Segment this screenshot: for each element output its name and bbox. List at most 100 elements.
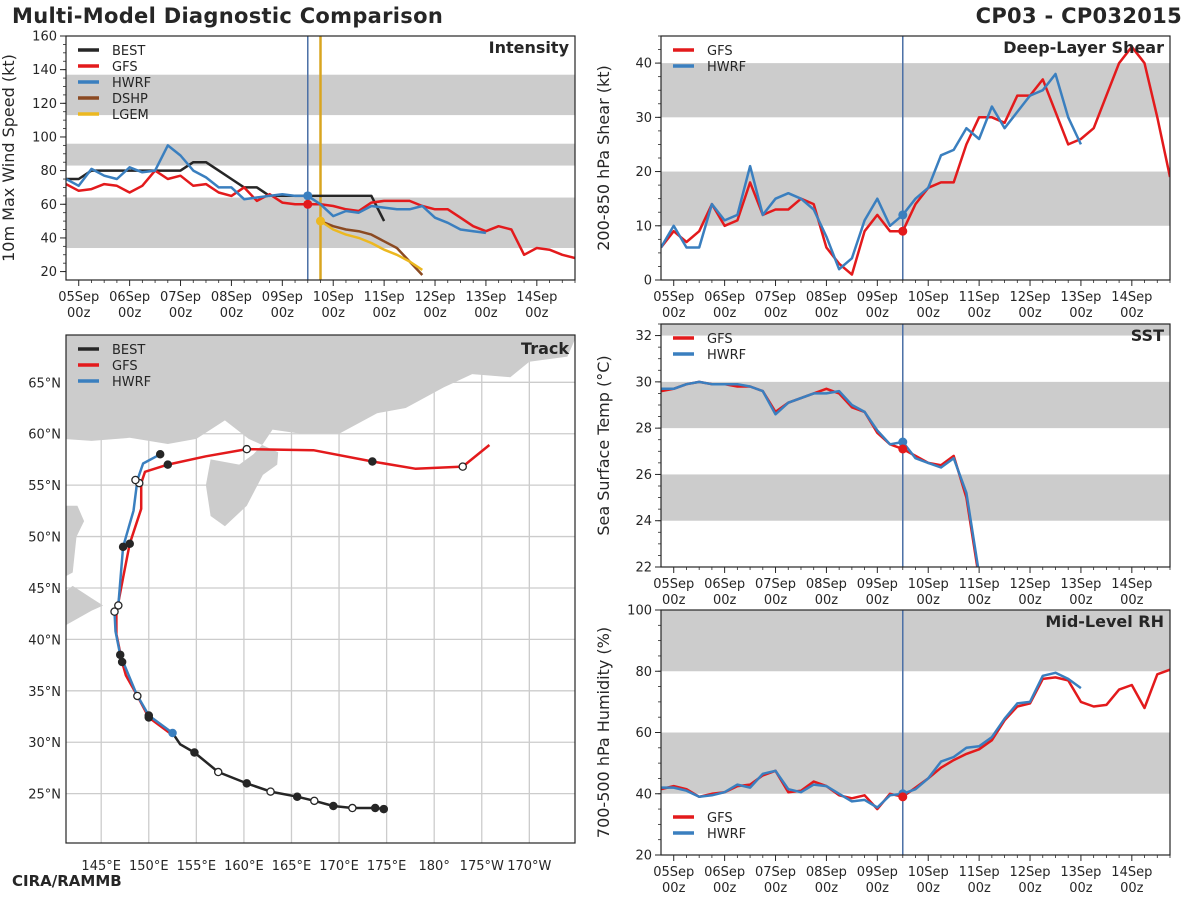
y-axis-label: 10m Max Wind Speed (kt) — [0, 54, 18, 262]
x-tick-label-date: 13Sep — [1060, 865, 1101, 880]
x-tick-label-date: 08Sep — [806, 290, 847, 305]
storm-id: CP03 - CP032015 — [975, 4, 1182, 28]
track-marker-best — [348, 803, 357, 813]
track-marker-hwrf — [155, 450, 165, 459]
x-tick-label-date: 14Sep — [1111, 865, 1152, 880]
y-tick-label: 80 — [40, 164, 57, 179]
legend-label-gfs: GFS — [707, 811, 733, 826]
figure-title: Multi-Model Diagnostic Comparison — [12, 4, 444, 28]
x-tick-label-date: 14Sep — [1111, 290, 1152, 305]
lat-tick-label: 65°N — [28, 376, 61, 391]
y-tick-label: 60 — [635, 726, 652, 741]
shaded-band — [661, 610, 1170, 672]
y-tick-label: 60 — [40, 198, 57, 213]
y-tick-label: 20 — [635, 165, 652, 180]
legend-label-hwrf: HWRF — [112, 375, 151, 390]
x-tick-label-hour: 00z — [1120, 593, 1144, 608]
map-area — [66, 335, 575, 843]
y-tick-label: 30 — [635, 111, 652, 126]
track-line-gfs — [115, 444, 491, 735]
series-group — [661, 668, 1170, 811]
series-line-best — [66, 160, 386, 222]
y-tick-label: 32 — [635, 329, 652, 344]
track-line-best — [171, 732, 384, 811]
series-line-gfs — [66, 169, 575, 260]
legend-label-hwrf: HWRF — [707, 60, 746, 75]
x-tick-label-date: 12Sep — [415, 290, 456, 305]
land-mass — [66, 505, 85, 577]
y-axis-label: 200-850 hPa Shear (kt) — [594, 65, 613, 251]
x-tick-label-date: 12Sep — [1010, 577, 1051, 592]
panel-title: Intensity — [489, 38, 570, 57]
x-tick-label-date: 06Sep — [704, 865, 745, 880]
x-tick-label-date: 05Sep — [58, 290, 99, 305]
y-tick-label: 120 — [32, 97, 57, 112]
x-tick-label-date: 06Sep — [704, 577, 745, 592]
panel-sst: 22242628303205Sep00z06Sep00z07Sep00z08Se… — [594, 323, 1171, 608]
shaded-band — [661, 474, 1170, 521]
y-tick-label: 24 — [635, 514, 652, 529]
x-tick-label-hour: 00z — [1018, 306, 1042, 321]
x-tick-label-hour: 00z — [118, 306, 142, 321]
x-tick-label-date: 13Sep — [1060, 290, 1101, 305]
x-tick-label-hour: 00z — [662, 593, 686, 608]
x-tick-label-hour: 00z — [1069, 881, 1093, 896]
y-tick-label: 10 — [635, 219, 652, 234]
x-tick-label-hour: 00z — [866, 593, 890, 608]
track-marker-best — [370, 803, 380, 813]
track-marker-best — [310, 796, 319, 806]
track-marker-best — [266, 787, 275, 796]
x-tick-label-hour: 00z — [662, 881, 686, 896]
track-marker-gfs — [114, 601, 123, 610]
panel-title: Track — [521, 339, 569, 358]
shaded-band — [661, 324, 1170, 336]
x-tick-label-hour: 00z — [423, 306, 447, 321]
x-tick-label-date: 05Sep — [653, 865, 694, 880]
y-tick-label: 160 — [32, 30, 57, 45]
y-axis-label: 700-500 hPa Humidity (%) — [594, 627, 613, 838]
x-tick-label-hour: 00z — [1069, 593, 1093, 608]
x-tick-label-hour: 00z — [1018, 593, 1042, 608]
x-tick-label-date: 06Sep — [109, 290, 150, 305]
panel-title: Mid-Level RH — [1045, 612, 1164, 631]
lon-tick-label: 155°E — [177, 859, 217, 874]
x-tick-label-date: 07Sep — [160, 290, 201, 305]
shaded-band — [661, 63, 1170, 118]
x-tick-label-date: 13Sep — [465, 290, 506, 305]
x-tick-label-date: 14Sep — [516, 290, 557, 305]
series-group — [66, 144, 575, 276]
x-tick-label-hour: 00z — [967, 593, 991, 608]
x-tick-label-hour: 00z — [169, 306, 193, 321]
x-tick-label-hour: 00z — [1069, 306, 1093, 321]
x-tick-label-date: 08Sep — [806, 865, 847, 880]
x-tick-label-hour: 00z — [917, 881, 941, 896]
x-tick-label-date: 10Sep — [908, 290, 949, 305]
x-tick-label-hour: 00z — [815, 593, 839, 608]
map-frame — [65, 334, 576, 844]
x-tick-label-hour: 00z — [220, 306, 244, 321]
lon-tick-label: 145°E — [81, 859, 121, 874]
x-tick-label-date: 13Sep — [1060, 577, 1101, 592]
track-marker-best — [242, 779, 252, 788]
track-marker-gfs — [117, 657, 127, 667]
init-marker-gfs — [898, 444, 908, 454]
legend-label-best: BEST — [112, 44, 145, 59]
x-tick-label-date: 07Sep — [755, 290, 796, 305]
legend-label-gfs: GFS — [707, 44, 733, 59]
y-tick-label: 100 — [32, 130, 57, 145]
track-marker-best — [292, 792, 302, 801]
x-tick-label-hour: 00z — [525, 306, 549, 321]
x-tick-label-hour: 00z — [67, 306, 91, 321]
init-marker-lgem — [316, 216, 325, 226]
init-marker-gfs — [898, 226, 908, 236]
x-tick-label-hour: 00z — [866, 881, 890, 896]
series-line-hwrf — [661, 72, 1083, 271]
series-line-hwrf — [661, 380, 980, 567]
legend-label-gfs: GFS — [112, 60, 138, 75]
credit-label: CIRA/RAMMB — [12, 872, 122, 890]
y-tick-label: 20 — [40, 265, 57, 280]
x-tick-label-hour: 00z — [372, 306, 396, 321]
x-tick-label-hour: 00z — [271, 306, 295, 321]
